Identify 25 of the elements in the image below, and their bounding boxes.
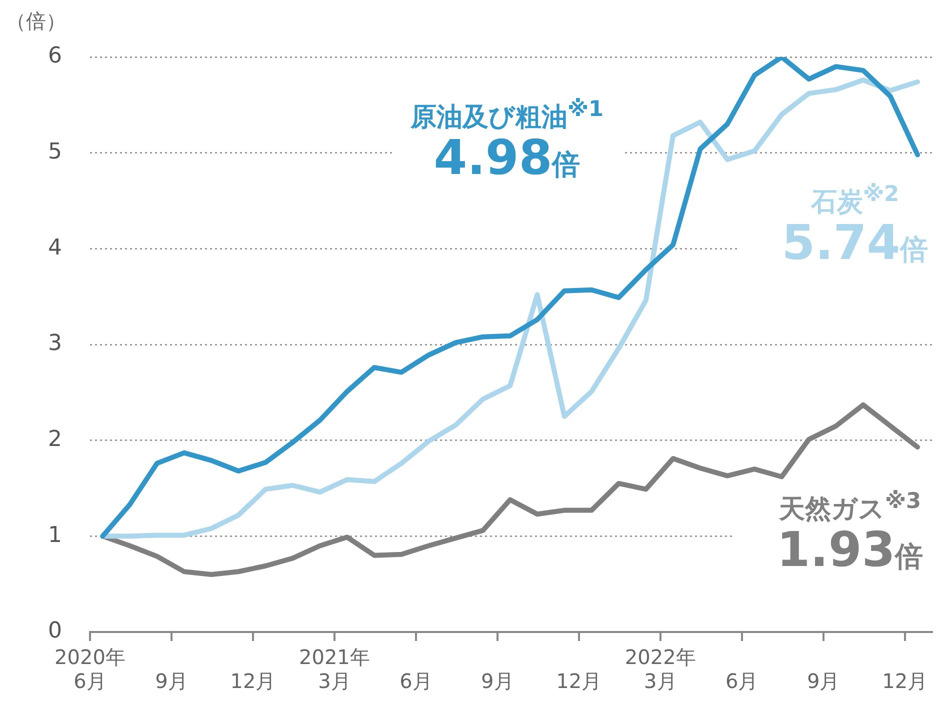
annotation: 4.98倍 (434, 130, 580, 186)
x-tick-label: 2020年 6月 (54, 645, 126, 694)
x-tick-label: 12月 (556, 669, 602, 694)
y-tick-label: 1 (48, 522, 62, 548)
x-tick-label: 6月 (400, 669, 432, 694)
series-label: 天然ガス$^{※3}$ (774, 489, 926, 525)
y-tick-label: 4 (48, 235, 62, 260)
x-tick-label: 2021年 3月 (298, 645, 370, 694)
y-tick-label: 0 (48, 618, 62, 644)
x-tick-label: 9月 (806, 669, 840, 694)
x-tick-label: 6月 (726, 669, 758, 694)
text: 原油及び粗油$^{※1}$ (406, 97, 608, 133)
x-tick-label: 2022年 3月 (624, 645, 696, 694)
y-axis-title: （倍） (6, 8, 66, 35)
y-tick-label: 2 (48, 427, 62, 452)
x-tick-label: 12月 (882, 669, 928, 694)
x-tick-label: 9月 (155, 669, 188, 694)
y-tick-label: 6 (48, 44, 62, 69)
x-tick-label: 12月 (230, 669, 276, 694)
x-tick-label: 9月 (481, 669, 514, 694)
annotation: 1.93倍 (776, 522, 924, 578)
y-tick-label: 5 (48, 140, 62, 165)
annotation: 5.74倍 (782, 215, 928, 272)
y-tick-label: 3 (48, 331, 62, 356)
text: 石炭$^{※2}$ (806, 182, 904, 218)
